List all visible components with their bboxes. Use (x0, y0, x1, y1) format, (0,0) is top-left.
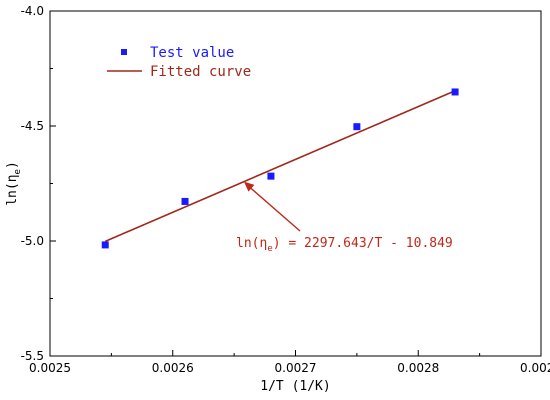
equation-rest: ) = 2297.643/T - 10.849 (273, 236, 453, 251)
annotation-arrow-head (243, 181, 255, 192)
y-axis-label-subscript: e (13, 169, 23, 174)
equation-text: ln(ηe) = 2297.643/T - 10.849 (236, 236, 453, 254)
x-tick-label: 0.0029 (520, 361, 550, 375)
y-axis-label-close: ) (5, 161, 20, 169)
fitted-curve-line (104, 89, 456, 243)
legend-marker-test-value (121, 49, 127, 55)
annotation-arrow (247, 185, 301, 232)
test-value-point (267, 172, 275, 180)
legend: Test value Fitted curve (107, 45, 251, 80)
x-tick-label: 0.0027 (275, 361, 317, 375)
plot-frame (49, 10, 542, 357)
legend-label-fitted-curve: Fitted curve (150, 64, 251, 80)
x-axis-label: 1/T (1/K) (260, 379, 330, 394)
equation-subscript: e (267, 244, 272, 254)
test-value-points (101, 88, 459, 249)
test-value-point (353, 123, 361, 131)
x-tick-label: 0.0026 (152, 361, 194, 375)
legend-label-test-value: Test value (150, 45, 234, 61)
y-tick-label: -4.0 (21, 4, 44, 18)
y-tick-label: -4.5 (21, 119, 44, 133)
test-value-point (101, 241, 109, 249)
equation-annotation: ln(ηe) = 2297.643/T - 10.849 (236, 181, 453, 254)
y-axis-label-main: ln(η (5, 174, 20, 205)
equation-main: ln(η (236, 236, 267, 251)
y-tick-label: -5.5 (21, 349, 44, 363)
y-axis-label: ln(ηe) (5, 161, 23, 206)
axis-ticks (49, 10, 542, 357)
x-tick-label: 0.0028 (397, 361, 439, 375)
y-tick-label: -5.0 (21, 234, 44, 248)
axis-tick-labels: 0.0025 0.0026 0.0027 0.0028 0.0029 -4.0 -4.5 -5… (21, 4, 550, 375)
test-value-point (451, 88, 459, 96)
x-tick-label: 0.0025 (29, 361, 71, 375)
test-value-point (181, 197, 189, 205)
